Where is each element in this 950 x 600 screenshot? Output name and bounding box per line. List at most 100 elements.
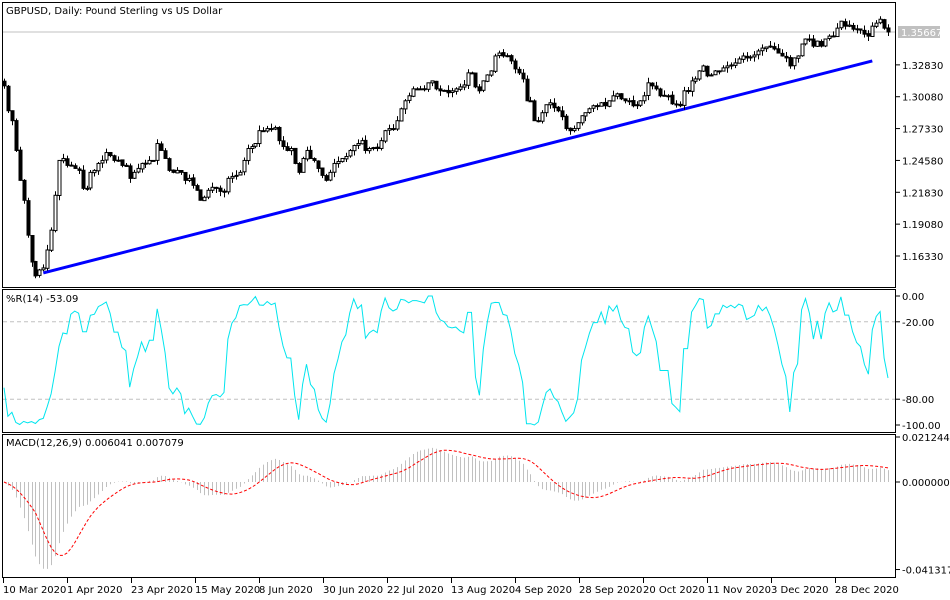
candle-body (14, 120, 19, 151)
candle (344, 152, 349, 162)
candle (882, 18, 887, 30)
candle-body (6, 85, 11, 112)
candle-body (234, 174, 239, 177)
candle (14, 118, 19, 152)
candle (580, 115, 585, 126)
candle-body (544, 104, 549, 114)
candle (30, 235, 35, 267)
candle-body (670, 94, 675, 105)
candle (725, 61, 730, 73)
candle-body (576, 122, 581, 129)
candle (187, 174, 192, 183)
candle-body (399, 108, 404, 122)
candle-body (847, 24, 852, 27)
candle (776, 44, 781, 54)
candle-body (886, 27, 891, 33)
main-pane[interactable] (2, 2, 896, 288)
candle-body (88, 171, 93, 189)
candle-body (375, 146, 380, 150)
candle (155, 139, 160, 165)
candle (623, 98, 628, 104)
candle (191, 174, 196, 189)
candle (151, 159, 156, 162)
candle-body (599, 102, 604, 107)
candle (646, 77, 651, 101)
candle (112, 154, 117, 163)
time-axis-label: 20 Oct 2020 (643, 585, 705, 596)
wpr-pane[interactable] (2, 289, 896, 433)
candle-body (324, 175, 329, 181)
candle (57, 159, 62, 201)
candle-body (458, 86, 463, 90)
candle-body (250, 146, 255, 149)
candle (544, 104, 549, 117)
candle (521, 69, 526, 83)
time-axis-label: 28 Dec 2020 (835, 585, 899, 596)
candle-body (65, 158, 70, 166)
candle-body (646, 82, 651, 96)
candle-body (379, 140, 384, 149)
candle-body (367, 148, 372, 152)
candle (202, 195, 207, 202)
candle (242, 157, 247, 176)
candle (316, 160, 321, 173)
candle-body (171, 169, 176, 173)
candle-body (371, 147, 376, 150)
trendline[interactable] (42, 59, 873, 275)
candle-body (348, 149, 353, 157)
candle-body (430, 80, 435, 84)
candle (552, 98, 557, 112)
candle-body (807, 38, 812, 41)
candle-body (61, 157, 66, 162)
candle-body (269, 128, 274, 131)
candle-body (308, 149, 313, 159)
candle (163, 148, 168, 159)
candle (548, 99, 553, 109)
candle (379, 137, 384, 151)
candle (819, 39, 824, 48)
candle-body (395, 120, 400, 130)
candle-body (811, 38, 816, 47)
candle (505, 53, 510, 58)
candle-body (686, 90, 691, 93)
candle (568, 127, 573, 135)
candle (583, 112, 588, 122)
candle-body (501, 52, 506, 57)
candle-body (733, 62, 738, 66)
candle (328, 169, 333, 182)
candle-body (796, 55, 801, 59)
candle-body (611, 95, 616, 102)
candle (96, 162, 101, 175)
candle (418, 85, 423, 91)
candle-body (22, 179, 27, 201)
candle (497, 50, 502, 59)
candle-body (741, 55, 746, 60)
candle (572, 125, 577, 133)
candle-body (112, 155, 117, 161)
candle-body (151, 159, 156, 162)
time-axis-label: 10 Mar 2020 (3, 585, 66, 596)
candle (686, 86, 691, 94)
candle-body (607, 100, 612, 107)
candle-body (195, 185, 200, 191)
candle-body (446, 89, 451, 94)
candle-body (587, 108, 592, 114)
candle-body (862, 29, 867, 35)
candle (387, 124, 392, 135)
candle-body (69, 164, 74, 167)
candle-body (481, 80, 486, 91)
candle (403, 98, 408, 115)
wpr-axis-label: -80.00 (902, 395, 934, 406)
candle-body (179, 170, 184, 173)
candle-body (73, 165, 78, 169)
candle (886, 24, 891, 36)
candle (49, 227, 54, 253)
candle (615, 92, 620, 100)
candle-body (2, 80, 7, 87)
candle-body (155, 143, 160, 161)
candle-body (391, 128, 396, 131)
candle (638, 100, 643, 107)
candle-body (403, 100, 408, 110)
candle (10, 110, 15, 126)
